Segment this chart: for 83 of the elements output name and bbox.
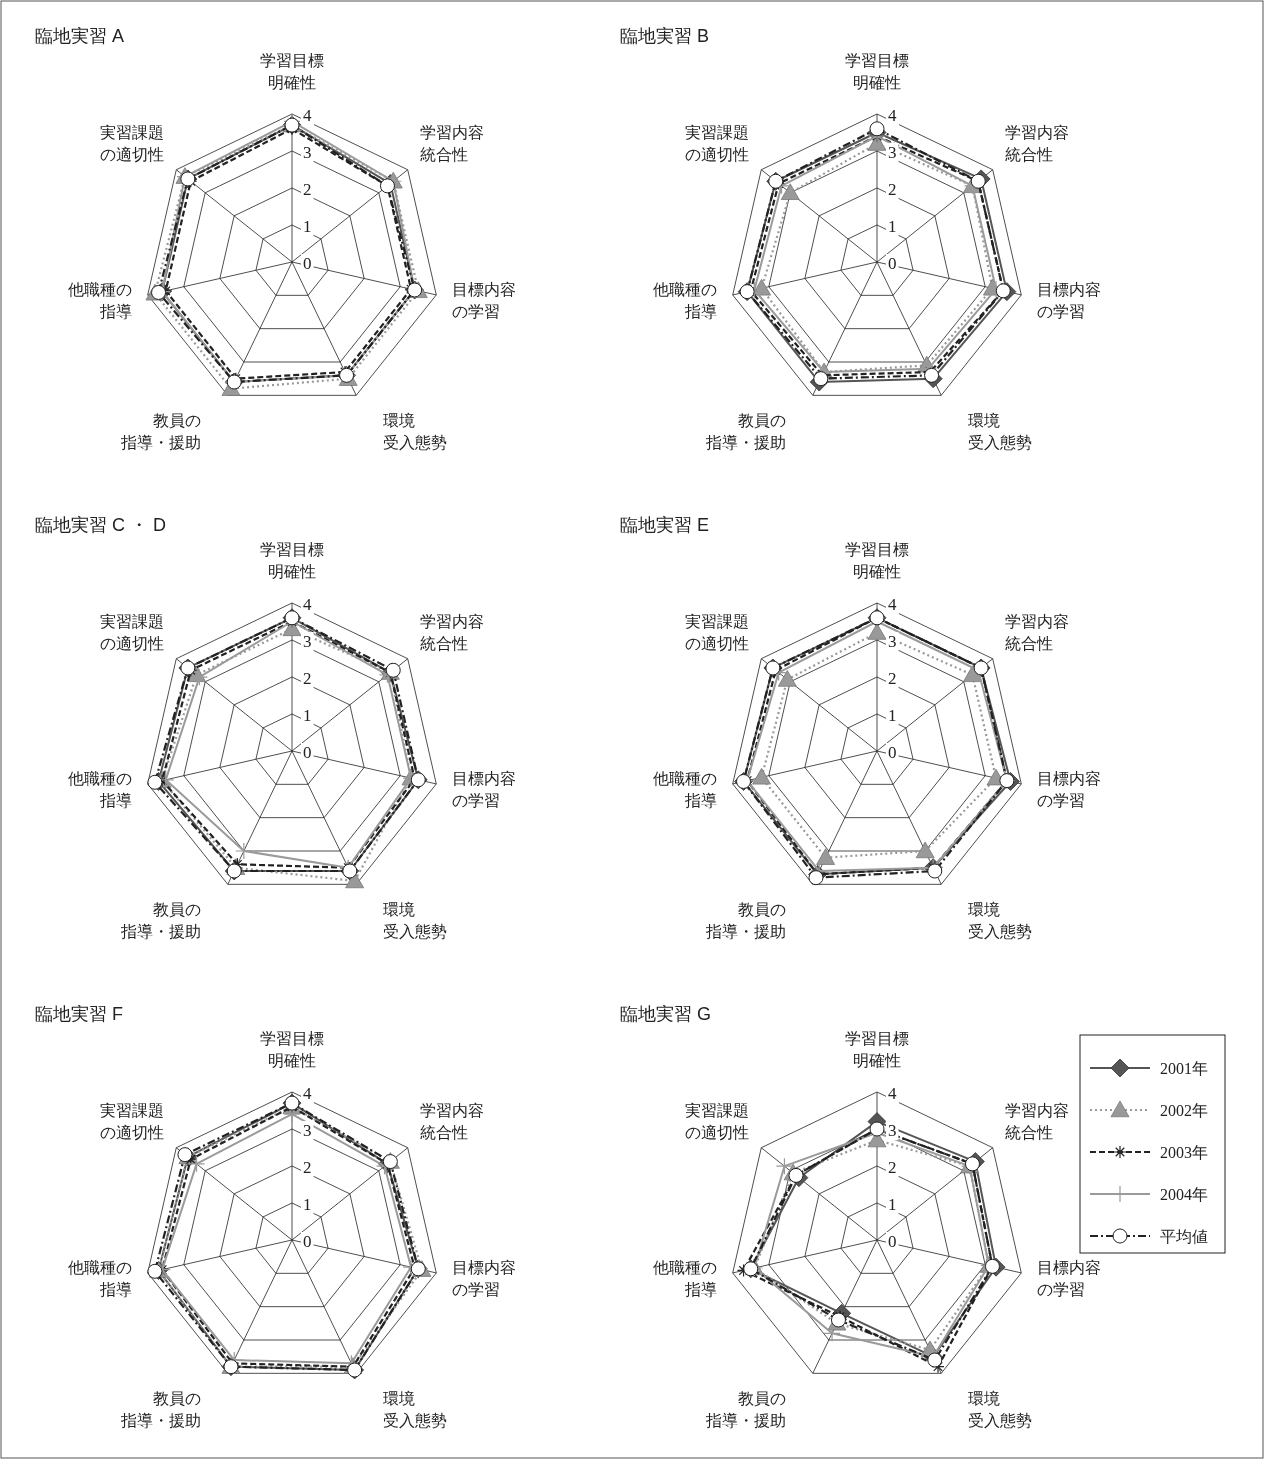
spoke-label: 学習目標明確性 <box>260 1030 324 1069</box>
spoke-label: 学習内容統合性 <box>1005 123 1070 163</box>
y-tick-label: 3 <box>303 1121 312 1140</box>
y-tick-label: 4 <box>303 595 312 614</box>
chart-title: 臨地実習 B <box>620 26 710 46</box>
y-tick-label: 2 <box>303 669 312 688</box>
spoke-label: 教員の指導・援助 <box>704 900 786 940</box>
y-tick-label: 0 <box>888 743 897 762</box>
y-tick-label: 4 <box>303 106 312 125</box>
spoke-label: 目標内容の学習 <box>451 1259 516 1299</box>
spoke-label: 学習内容統合性 <box>420 123 485 163</box>
spoke-label: 実習課題の適切性 <box>99 123 164 163</box>
spoke-label: 目標内容の学習 <box>1036 1259 1101 1299</box>
spoke-label: 教員の指導・援助 <box>704 411 786 451</box>
y-tick-label: 1 <box>888 706 897 725</box>
spoke-label: 教員の指導・援助 <box>119 411 201 451</box>
spoke-label: 環境受入態勢 <box>968 900 1033 940</box>
y-tick-label: 0 <box>303 743 312 762</box>
legend-label: 2001年 <box>1160 1060 1208 1077</box>
spoke-label: 環境受入態勢 <box>968 411 1033 451</box>
spoke-label: 学習内容統合性 <box>420 1101 485 1141</box>
spoke-label: 学習目標明確性 <box>260 541 324 580</box>
spoke-label: 他職種の指導 <box>653 281 718 321</box>
spoke-label: 学習内容統合性 <box>1005 612 1070 652</box>
spoke-label: 環境受入態勢 <box>383 1389 448 1429</box>
spoke-label: 実習課題の適切性 <box>99 612 164 652</box>
y-tick-label: 2 <box>888 1158 897 1177</box>
y-tick-label: 4 <box>888 106 897 125</box>
spoke-label: 他職種の指導 <box>68 770 133 810</box>
spoke-label: 他職種の指導 <box>68 281 133 321</box>
y-tick-label: 3 <box>303 143 312 162</box>
chart-title: 臨地実習 G <box>620 1004 712 1024</box>
y-tick-label: 2 <box>303 1158 312 1177</box>
y-tick-label: 0 <box>888 254 897 273</box>
y-tick-label: 1 <box>888 1195 897 1214</box>
spoke-label: 他職種の指導 <box>68 1259 133 1299</box>
y-tick-label: 1 <box>303 1195 312 1214</box>
legend-label: 平均値 <box>1160 1228 1208 1245</box>
legend-label: 2004年 <box>1160 1186 1208 1203</box>
y-tick-label: 1 <box>303 706 312 725</box>
y-tick-label: 2 <box>303 180 312 199</box>
spoke-label: 環境受入態勢 <box>968 1389 1033 1429</box>
spoke-label: 教員の指導・援助 <box>119 900 201 940</box>
chart-title: 臨地実習 A <box>35 26 125 46</box>
spoke-label: 実習課題の適切性 <box>684 123 749 163</box>
chart-title: 臨地実習 C ・ D <box>35 515 167 535</box>
y-tick-label: 3 <box>888 1121 897 1140</box>
y-tick-label: 4 <box>303 1084 312 1103</box>
spoke-label: 実習課題の適切性 <box>684 1101 749 1141</box>
y-tick-label: 4 <box>888 595 897 614</box>
y-tick-label: 3 <box>888 143 897 162</box>
spoke-label: 学習目標明確性 <box>845 52 909 91</box>
spoke-label: 目標内容の学習 <box>451 281 516 321</box>
spoke-label: 環境受入態勢 <box>383 900 448 940</box>
spoke-label: 学習目標明確性 <box>845 1030 909 1069</box>
y-tick-label: 0 <box>888 1232 897 1251</box>
spoke-label: 実習課題の適切性 <box>99 1101 164 1141</box>
legend-label: 2003年 <box>1160 1144 1208 1161</box>
y-tick-label: 0 <box>303 254 312 273</box>
spoke-label: 学習目標明確性 <box>260 52 324 91</box>
spoke-label: 目標内容の学習 <box>1036 770 1101 810</box>
spoke-label: 目標内容の学習 <box>1036 281 1101 321</box>
spoke-label: 環境受入態勢 <box>383 411 448 451</box>
y-tick-label: 2 <box>888 180 897 199</box>
y-tick-label: 1 <box>303 217 312 236</box>
spoke-label: 教員の指導・援助 <box>704 1389 786 1429</box>
spoke-label: 目標内容の学習 <box>451 770 516 810</box>
y-tick-label: 2 <box>888 669 897 688</box>
y-tick-label: 3 <box>888 632 897 651</box>
spoke-label: 他職種の指導 <box>653 1259 718 1299</box>
chart-title: 臨地実習 E <box>620 515 710 535</box>
spoke-label: 学習内容統合性 <box>1005 1101 1070 1141</box>
y-tick-label: 0 <box>303 1232 312 1251</box>
spoke-label: 実習課題の適切性 <box>684 612 749 652</box>
spoke-label: 学習内容統合性 <box>420 612 485 652</box>
y-tick-label: 4 <box>888 1084 897 1103</box>
spoke-label: 学習目標明確性 <box>845 541 909 580</box>
spoke-label: 他職種の指導 <box>653 770 718 810</box>
y-tick-label: 3 <box>303 632 312 651</box>
spoke-label: 教員の指導・援助 <box>119 1389 201 1429</box>
y-tick-label: 1 <box>888 217 897 236</box>
legend-label: 2002年 <box>1160 1102 1208 1119</box>
chart-title: 臨地実習 F <box>35 1004 123 1024</box>
